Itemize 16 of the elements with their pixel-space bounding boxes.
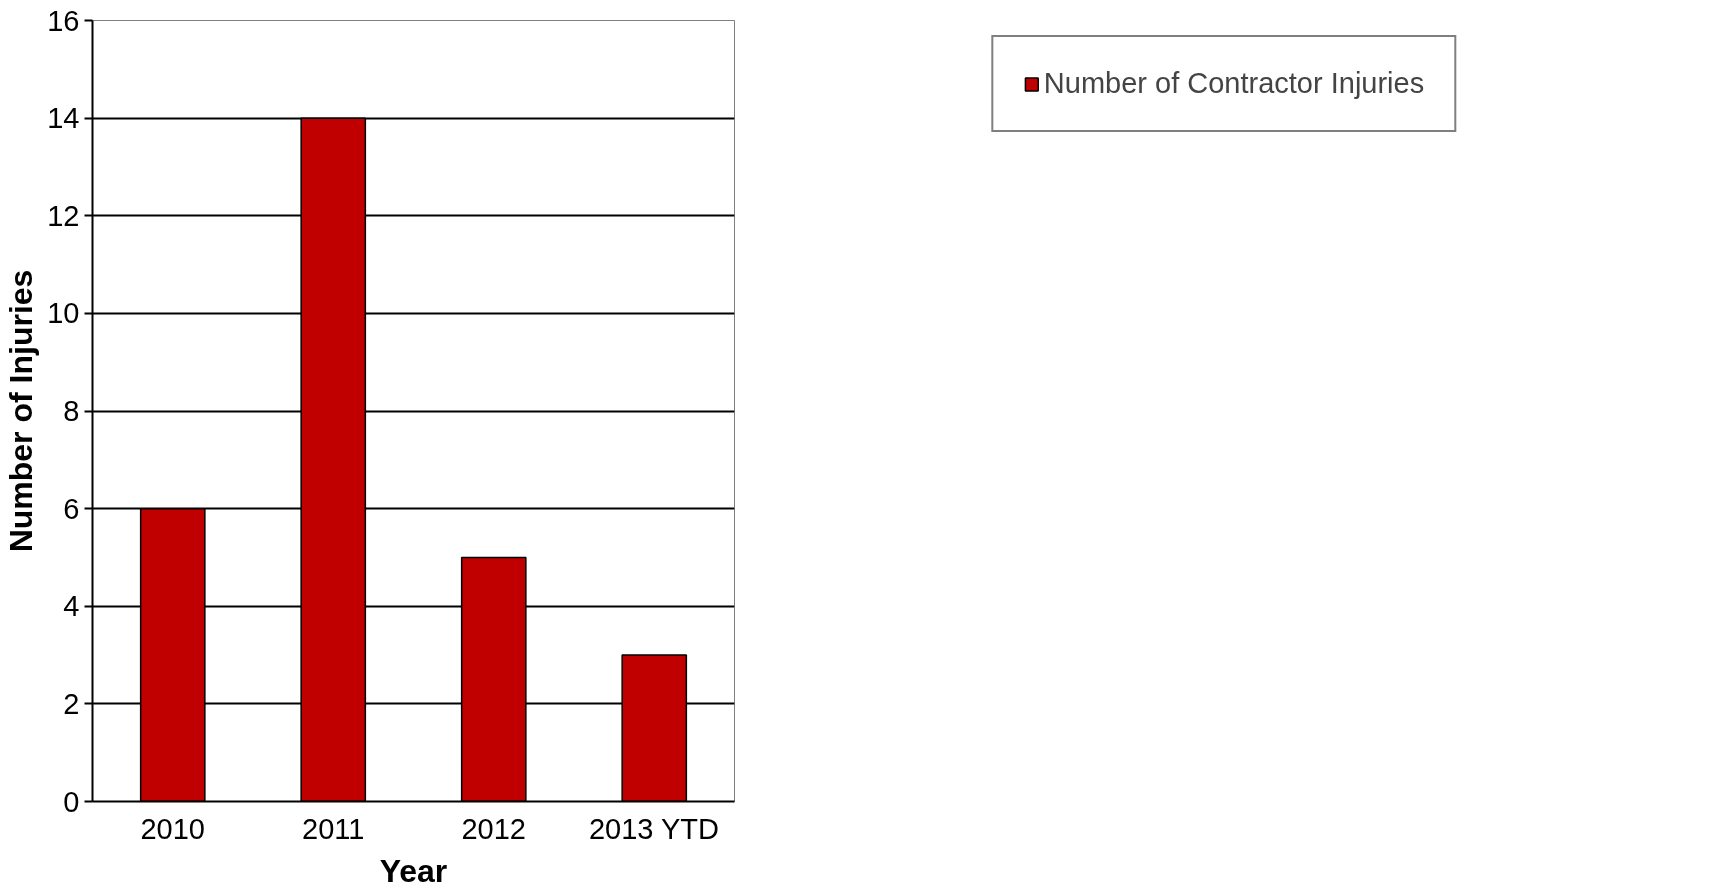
y-axis-title: Number of Injuries (3, 269, 40, 553)
y-tick-label: 6 (63, 492, 80, 525)
y-tick-label: 10 (47, 297, 80, 330)
y-tick-label: 14 (47, 102, 80, 135)
y-tick-label: 8 (63, 395, 80, 427)
y-tick-label: 16 (47, 4, 80, 37)
x-axis-title: Year (379, 852, 448, 889)
x-tick-label: 2013 YTD (588, 812, 720, 845)
y-tick-label: 2 (63, 687, 80, 720)
y-tick-label: 0 (63, 785, 80, 818)
legend-label: Number of Contractor Injuries (1043, 67, 1425, 100)
y-tick-label: 4 (63, 590, 80, 623)
x-tick-label: 2010 (140, 812, 206, 845)
x-tick-label: 2011 (302, 812, 365, 845)
y-tick-label: 12 (47, 199, 80, 232)
x-tick-label: 2012 (461, 812, 527, 845)
